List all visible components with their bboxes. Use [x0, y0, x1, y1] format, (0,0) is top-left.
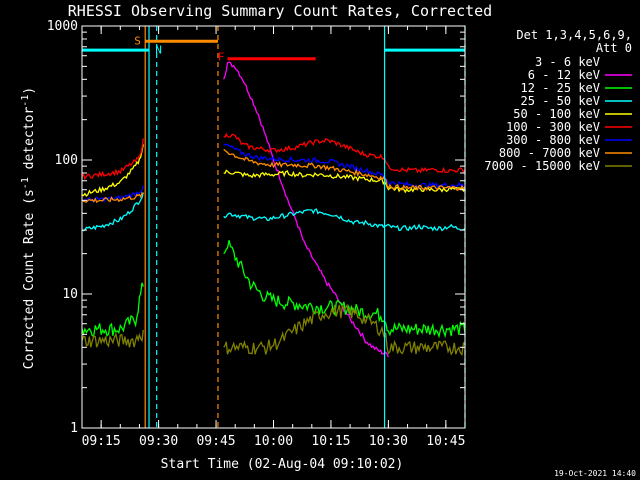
series-line-1-0 — [223, 61, 389, 358]
series-line-2-0 — [82, 282, 144, 337]
annotation-letter-1: N — [155, 43, 162, 56]
y-tick-label-1: 10 — [62, 287, 78, 302]
series-line-3-1 — [223, 208, 465, 232]
y-tick-label-2: 100 — [55, 153, 78, 168]
annotation-letter-2: F — [218, 51, 225, 64]
y-tick-label-0: 1 — [70, 421, 78, 436]
x-axis-label: Start Time (02-Aug-04 09:10:02) — [161, 457, 404, 472]
series-line-3-0 — [82, 192, 144, 232]
series-line-5-1 — [223, 132, 465, 174]
y-axis-label: Corrected Count Rate (s-1 detector-1) — [20, 87, 37, 369]
series-line-7-0 — [82, 191, 144, 204]
legend-label-0: 3 - 6 keV — [535, 55, 600, 69]
legend-label-7: 800 - 7000 keV — [499, 146, 600, 160]
x-tick-label-4: 10:15 — [311, 434, 350, 449]
legend-header-line-2: Att 0 — [596, 41, 632, 55]
legend-label-2: 12 - 25 keV — [521, 81, 600, 95]
x-tick-label-1: 09:30 — [139, 434, 178, 449]
x-tick-label-6: 10:45 — [426, 434, 465, 449]
footer-timestamp: 19-Oct-2021 14:40 — [554, 469, 636, 478]
legend-label-3: 25 - 50 keV — [521, 94, 600, 108]
series-line-8-1 — [223, 303, 465, 357]
legend-label-8: 7000 - 15000 keV — [484, 159, 600, 173]
chart-title: RHESSI Observing Summary Count Rates, Co… — [68, 2, 492, 20]
annotation-letter-0: S — [134, 34, 141, 47]
legend-header-line-1: Det 1,3,4,5,6,9, — [516, 28, 632, 42]
series-line-4-0 — [82, 144, 144, 198]
x-tick-label-0: 09:15 — [82, 434, 121, 449]
legend-label-4: 50 - 100 keV — [513, 107, 600, 121]
legend-label-5: 100 - 300 keV — [506, 120, 600, 134]
series-layer — [82, 61, 465, 388]
series-line-7-1 — [223, 148, 465, 192]
x-tick-label-2: 09:45 — [196, 434, 235, 449]
axes-layer: 09:15 09:30 09:45 10:00 10:15 10:30 10:45 1 10 10… — [47, 19, 466, 449]
legend-label-1: 6 - 12 keV — [528, 68, 600, 82]
x-tick-label-5: 10:30 — [369, 434, 408, 449]
series-line-0-0 — [223, 98, 397, 388]
legend-label-6: 300 - 800 keV — [506, 133, 600, 147]
series-line-6-1 — [223, 143, 465, 189]
series-line-8-0 — [82, 329, 144, 348]
series-line-5-0 — [82, 138, 144, 181]
x-tick-label-3: 10:00 — [254, 434, 293, 449]
y-tick-label-3: 1000 — [47, 19, 78, 34]
